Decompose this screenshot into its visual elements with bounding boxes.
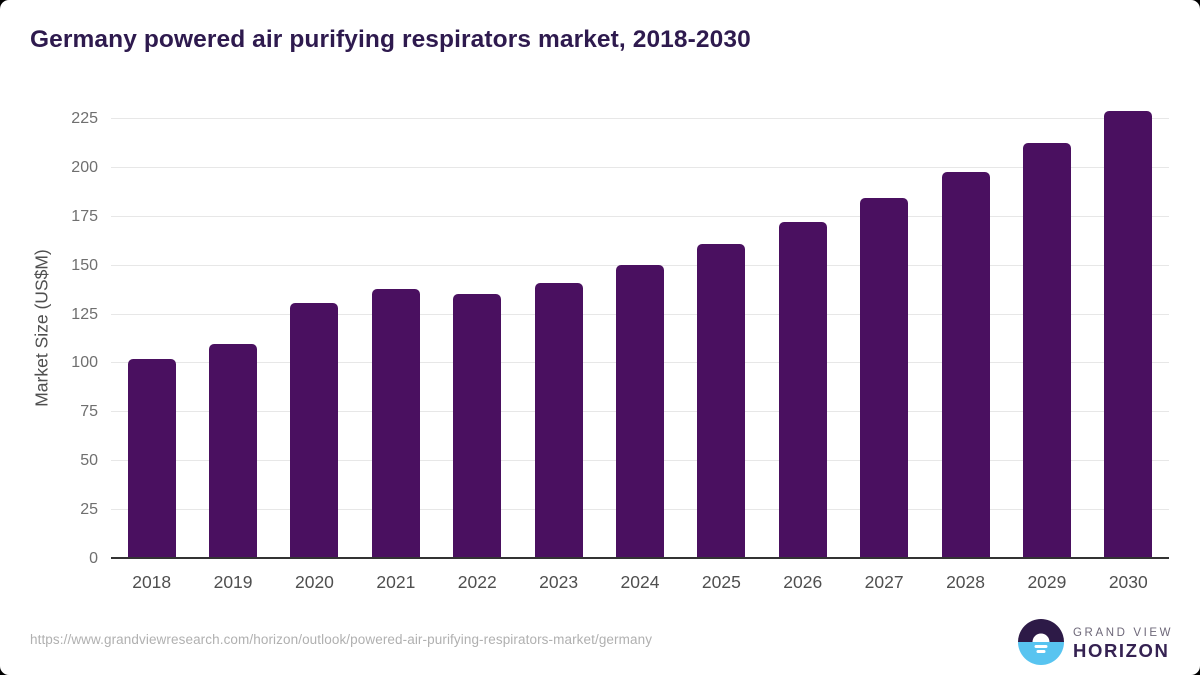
y-tick-label-25: 25 <box>80 501 98 519</box>
horizon-sunrise-icon <box>1018 619 1064 670</box>
x-tick-label-2030: 2030 <box>1108 572 1148 592</box>
bar-2019 <box>209 344 258 559</box>
chart-title: Germany powered air purifying respirator… <box>30 26 751 53</box>
logo-line2: HORIZON <box>1073 640 1170 661</box>
bar-2022 <box>453 293 502 559</box>
y-tick-label-225: 225 <box>71 110 98 127</box>
x-tick-label-2026: 2026 <box>783 572 823 592</box>
bar-2025 <box>697 243 746 559</box>
y-tick-label-0: 0 <box>89 550 98 567</box>
plot-area: 0 25 50 75 100 125 150 175 200 225 2018 2019 2020 202… <box>71 97 1169 592</box>
y-tick-label-125: 125 <box>71 305 98 323</box>
x-tick-label-2019: 2019 <box>213 572 253 592</box>
x-tick-label-2018: 2018 <box>132 572 172 592</box>
bar-2029 <box>1022 142 1071 559</box>
x-tick-label-2025: 2025 <box>701 572 741 592</box>
bar-2027 <box>860 198 909 559</box>
gridline <box>111 166 1169 168</box>
y-tick-label-75: 75 <box>80 403 98 421</box>
bar-2018 <box>127 358 176 559</box>
x-tick-label-2022: 2022 <box>457 572 497 592</box>
bar-2020 <box>290 303 339 559</box>
y-tick-label-150: 150 <box>71 256 98 274</box>
gridline <box>111 215 1169 217</box>
x-tick-label-2029: 2029 <box>1027 572 1067 592</box>
bar-2026 <box>778 222 827 559</box>
y-tick-label-175: 175 <box>71 207 98 225</box>
logo-line1: GRAND VIEW <box>1073 627 1174 639</box>
x-tick-label-2028: 2028 <box>946 572 985 592</box>
source-url: https://www.grandviewresearch.com/horizo… <box>30 632 653 647</box>
bar-2030 <box>1104 110 1153 559</box>
x-tick-label-2024: 2024 <box>620 572 660 592</box>
x-axis-line <box>111 557 1169 559</box>
gridline <box>111 118 1169 119</box>
y-tick-label-100: 100 <box>71 354 98 372</box>
y-axis-title: Market Size (US$M) <box>31 249 52 407</box>
bar-2024 <box>616 264 664 559</box>
x-tick-label-2021: 2021 <box>376 572 416 592</box>
brand-logo: GRAND VIEW HORIZON <box>1018 619 1173 670</box>
bar-2021 <box>371 289 420 559</box>
bar-2028 <box>941 172 990 559</box>
x-tick-label-2020: 2020 <box>294 572 334 592</box>
logo-text: GRAND VIEW HORIZON <box>1073 627 1173 662</box>
y-tick-label-50: 50 <box>80 452 98 470</box>
bar-2023 <box>534 283 583 559</box>
y-tick-label-200: 200 <box>71 158 98 176</box>
x-tick-label-2023: 2023 <box>539 572 579 592</box>
x-tick-label-2027: 2027 <box>864 572 904 592</box>
